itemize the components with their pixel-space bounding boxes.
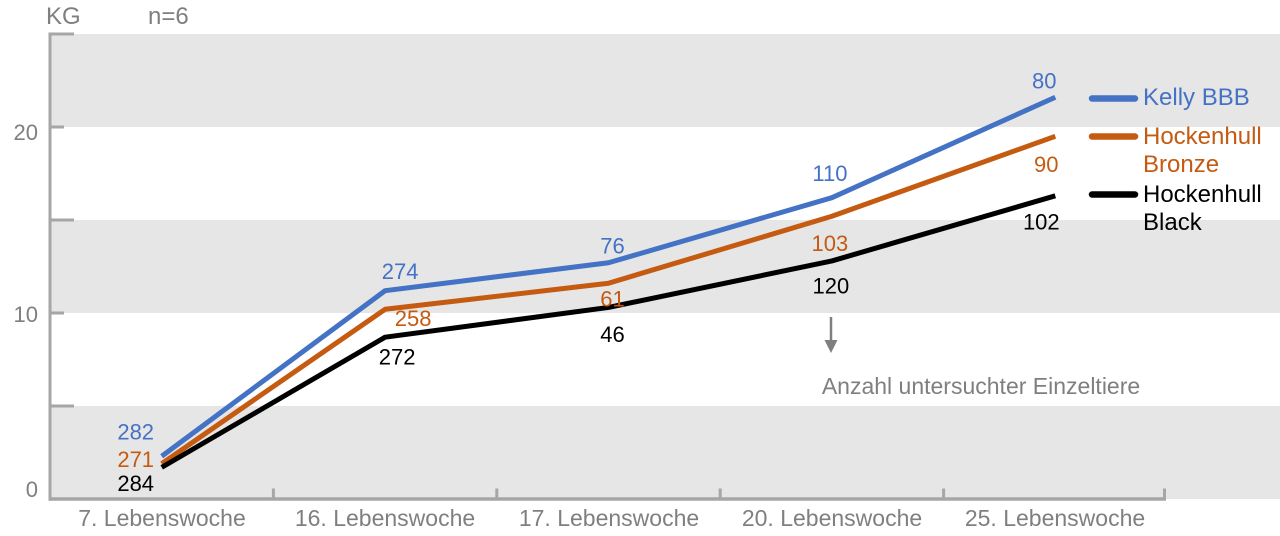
count-label-hockenhull-black: 284 (117, 471, 154, 496)
count-labels: 282 274 76 110 80 271 258 61 103 90 284 272 46 120 102 (117, 69, 1059, 496)
count-label-hockenhull-black: 272 (379, 345, 416, 370)
series-lines (160, 94, 1057, 470)
legend-label-hockenhull-black-1: Hockenhull (1143, 181, 1262, 208)
count-label-hockenhull-bronze: 103 (812, 231, 849, 256)
count-label-kelly-bbb: 282 (117, 420, 154, 445)
x-label-week25: 25. Lebenswoche (965, 505, 1145, 531)
axes (48, 32, 1166, 501)
y-tick-label-0: 0 (26, 477, 38, 502)
y-tick-label-10: 10 (14, 302, 38, 327)
series-line-kelly-bbb (160, 94, 1057, 459)
count-label-hockenhull-black: 46 (600, 322, 624, 347)
x-label-week20: 20. Lebenswoche (742, 505, 922, 531)
count-label-hockenhull-black: 120 (813, 273, 850, 298)
y-axis-unit-label: KG (46, 3, 81, 30)
legend-label-kelly-bbb: Kelly BBB (1143, 84, 1250, 111)
legend: Kelly BBB Hockenhull Bronze Hockenhull B… (1088, 84, 1262, 236)
count-label-kelly-bbb: 80 (1032, 69, 1056, 94)
count-label-hockenhull-bronze: 61 (600, 287, 624, 312)
count-label-hockenhull-bronze: 258 (395, 306, 432, 331)
x-label-week16: 16. Lebenswoche (295, 505, 475, 531)
x-label-week17: 17. Lebenswoche (519, 505, 699, 531)
grid-band (51, 406, 1280, 499)
y-tick-label-20: 20 (14, 120, 38, 145)
legend-label-hockenhull-black-2: Black (1143, 209, 1203, 236)
grid-band (51, 34, 1280, 127)
series-line-hockenhull-black (160, 193, 1056, 470)
count-label-kelly-bbb: 76 (600, 233, 624, 258)
count-label-hockenhull-black: 102 (1023, 209, 1060, 234)
count-label-kelly-bbb: 110 (812, 161, 847, 186)
sample-size-label: n=6 (148, 3, 189, 30)
count-label-kelly-bbb: 274 (382, 259, 419, 284)
legend-label-hockenhull-bronze-1: Hockenhull (1143, 123, 1262, 150)
series-line-hockenhull-bronze (160, 133, 1057, 466)
legend-label-hockenhull-bronze-2: Bronze (1143, 151, 1219, 178)
annotation-caption: Anzahl untersuchter Einzeltiere (822, 373, 1140, 399)
count-label-hockenhull-bronze: 90 (1034, 152, 1058, 177)
count-label-hockenhull-bronze: 271 (117, 447, 154, 472)
x-label-week7: 7. Lebenswoche (78, 505, 246, 531)
down-arrow-icon (824, 317, 838, 353)
